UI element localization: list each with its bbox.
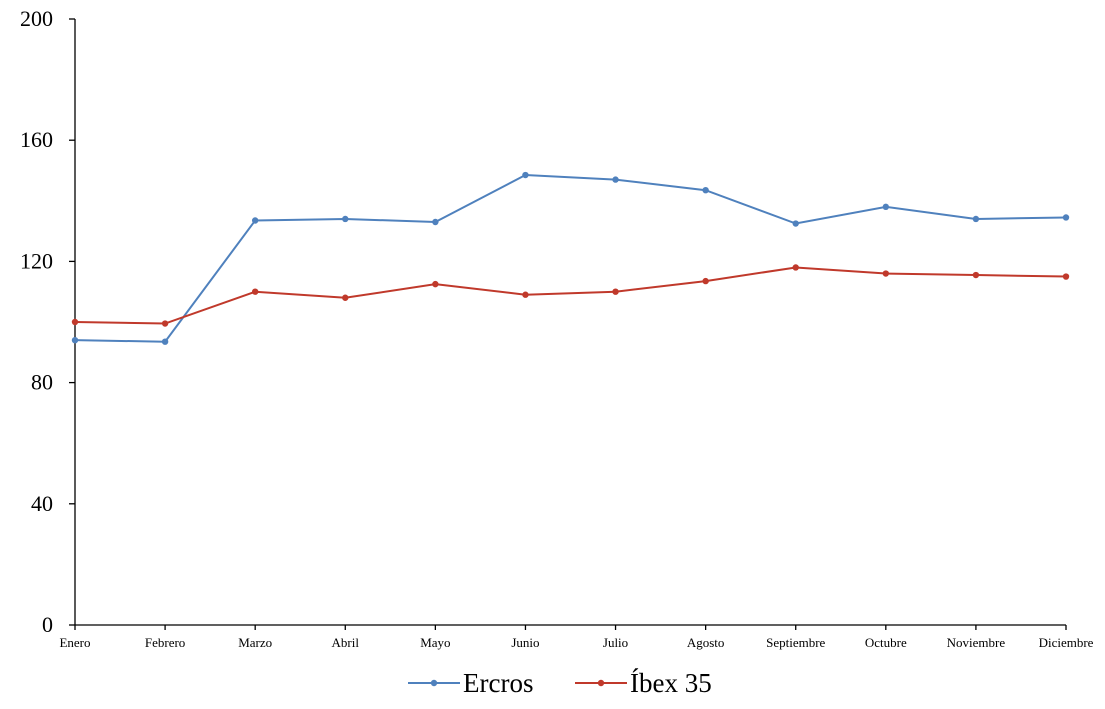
x-tick-label: Junio [511, 635, 539, 650]
legend-swatch-marker [430, 679, 438, 687]
series-0 [71, 171, 1070, 345]
series-layer [71, 171, 1070, 345]
data-point [522, 291, 529, 298]
data-point [702, 277, 709, 285]
y-tick-label: 80 [31, 370, 53, 395]
series-line [74, 174, 1067, 343]
x-tick-label: Septiembre [766, 635, 825, 650]
data-point [612, 176, 619, 183]
x-tick-label: Marzo [238, 635, 272, 650]
data-point [612, 288, 619, 295]
x-tick-label: Agosto [687, 635, 725, 650]
data-point [972, 271, 980, 279]
data-point [972, 215, 980, 223]
data-point [792, 220, 799, 227]
y-tick-label: 160 [20, 127, 53, 152]
data-point [702, 186, 709, 194]
axes-layer: 0 40 80 120 160 200 Enero Febrero Marzo Abril Mayo… [20, 6, 1094, 650]
data-point [792, 264, 799, 271]
data-point [71, 336, 79, 344]
x-tick-label: Julio [603, 635, 628, 650]
legend-item-1: Íbex 35 [575, 668, 712, 698]
series-line [74, 266, 1067, 325]
y-tick-label: 200 [20, 6, 53, 31]
y-tick-label: 40 [31, 491, 53, 516]
legend-swatch-marker [597, 679, 605, 687]
data-point [882, 203, 890, 211]
data-point [522, 171, 529, 179]
data-point [432, 280, 439, 288]
legend-item-0: Ercros [408, 668, 533, 698]
x-tick-label: Diciembre [1039, 635, 1094, 650]
y-tick-label: 120 [20, 248, 53, 273]
x-tick-label: Octubre [865, 635, 907, 650]
data-point [1062, 214, 1070, 221]
legend: Ercros Íbex 35 [408, 668, 712, 698]
x-tick-label: Enero [59, 635, 90, 650]
data-point [161, 338, 169, 345]
legend-label: Íbex 35 [630, 668, 712, 698]
series-1 [71, 264, 1070, 327]
x-tick-label: Febrero [145, 635, 185, 650]
data-point [71, 318, 79, 326]
data-point [342, 215, 349, 223]
legend-label: Ercros [463, 668, 533, 698]
data-point [251, 217, 259, 224]
x-tick-label: Noviembre [947, 635, 1006, 650]
data-point [432, 218, 439, 226]
x-tick-label: Mayo [420, 635, 450, 650]
data-point [882, 270, 890, 277]
data-point [251, 288, 259, 295]
x-tick-label: Abril [332, 635, 360, 650]
data-point [1062, 273, 1070, 280]
data-point [342, 294, 349, 301]
data-point [161, 320, 169, 327]
y-tick-label: 0 [42, 612, 53, 637]
